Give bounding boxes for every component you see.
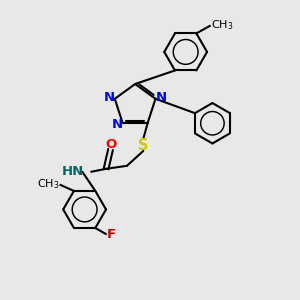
Text: N: N <box>104 91 115 104</box>
Text: HN: HN <box>61 165 84 178</box>
Text: CH$_3$: CH$_3$ <box>37 178 59 191</box>
Text: O: O <box>106 138 117 151</box>
Text: N: N <box>155 91 167 104</box>
Text: CH$_3$: CH$_3$ <box>211 19 233 32</box>
Text: N: N <box>112 118 123 131</box>
Text: S: S <box>138 137 148 152</box>
Text: F: F <box>107 228 116 241</box>
